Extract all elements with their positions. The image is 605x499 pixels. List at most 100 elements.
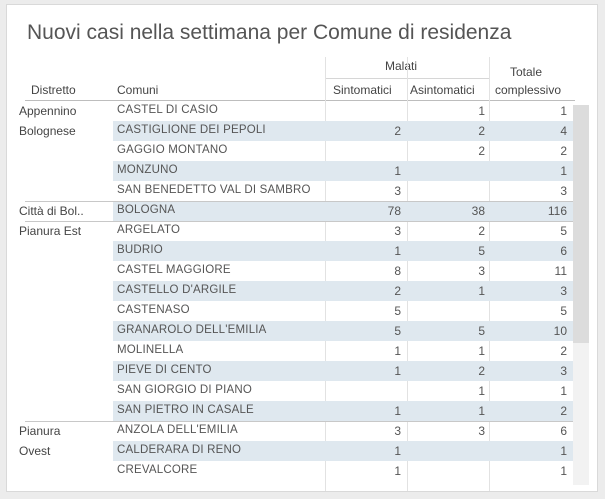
totale-cell: 3 bbox=[560, 364, 567, 378]
table-row[interactable]: CASTEL DI CASIO 1 1 bbox=[25, 101, 573, 121]
sintomatici-cell: 3 bbox=[394, 224, 401, 238]
row-shade bbox=[113, 321, 573, 341]
totale-cell: 1 bbox=[560, 104, 567, 118]
totale-cell: 10 bbox=[553, 324, 567, 338]
totale-cell: 1 bbox=[560, 444, 567, 458]
totale-cell: 2 bbox=[560, 404, 567, 418]
comune-cell: SAN BENEDETTO VAL DI SAMBRO bbox=[117, 184, 311, 196]
row-shade bbox=[113, 441, 573, 461]
asintomatici-cell: 5 bbox=[478, 244, 485, 258]
comune-cell: BOLOGNA bbox=[117, 204, 176, 216]
asintomatici-cell: 1 bbox=[478, 284, 485, 298]
sintomatici-cell: 2 bbox=[394, 124, 401, 138]
header-totale[interactable]: Totale bbox=[510, 65, 543, 79]
comune-cell: CASTEL MAGGIORE bbox=[117, 264, 231, 276]
asintomatici-cell: 2 bbox=[478, 144, 485, 158]
comune-cell: CASTELLO D'ARGILE bbox=[117, 284, 237, 296]
table-row[interactable]: SAN BENEDETTO VAL DI SAMBRO 3 3 bbox=[25, 181, 573, 201]
header-complessivo[interactable]: complessivo bbox=[495, 83, 562, 97]
district-label: Appennino bbox=[19, 104, 77, 118]
district-separator bbox=[25, 201, 573, 202]
header-malati: Malati bbox=[385, 59, 418, 73]
table-row[interactable]: SAN GIORGIO DI PIANO 1 1 bbox=[25, 381, 573, 401]
row-shade bbox=[113, 281, 573, 301]
table-row[interactable]: ARGELATO 3 2 5 bbox=[25, 221, 573, 241]
comune-cell: CASTENASO bbox=[117, 304, 190, 316]
table-row[interactable]: SAN PIETRO IN CASALE 1 1 2 bbox=[25, 401, 573, 421]
totale-cell: 3 bbox=[560, 184, 567, 198]
table-row[interactable]: MONZUNO 1 1 bbox=[25, 161, 573, 181]
table-row[interactable]: GRANAROLO DELL'EMILIA 5 5 10 bbox=[25, 321, 573, 341]
asintomatici-cell: 1 bbox=[478, 344, 485, 358]
sintomatici-cell: 1 bbox=[394, 404, 401, 418]
row-shade bbox=[113, 361, 573, 381]
sintomatici-cell: 8 bbox=[394, 264, 401, 278]
header-divider bbox=[25, 100, 575, 101]
district-label: Città di Bol.. bbox=[19, 204, 84, 218]
table-row[interactable]: CREVALCORE 1 1 bbox=[25, 461, 573, 481]
comune-cell: PIEVE DI CENTO bbox=[117, 364, 212, 376]
row-shade bbox=[113, 241, 573, 261]
totale-cell: 116 bbox=[547, 204, 567, 218]
header-comuni[interactable]: Comuni bbox=[117, 83, 159, 97]
table-row[interactable]: BOLOGNA 78 38 116 bbox=[25, 201, 573, 221]
district-separator bbox=[25, 421, 573, 422]
asintomatici-cell: 2 bbox=[478, 224, 485, 238]
header-asintomatici[interactable]: Asintomatici bbox=[410, 83, 475, 97]
table-row[interactable]: CASTELLO D'ARGILE 2 1 3 bbox=[25, 281, 573, 301]
page-title: Nuovi casi nella settimana per Comune di… bbox=[27, 21, 512, 44]
sintomatici-cell: 1 bbox=[394, 464, 401, 478]
table-row[interactable]: CASTEL MAGGIORE 8 3 11 bbox=[25, 261, 573, 281]
district-label: Pianura Est bbox=[19, 224, 82, 238]
table-card: Nuovi casi nella settimana per Comune di… bbox=[6, 4, 598, 492]
asintomatici-cell: 38 bbox=[471, 204, 485, 218]
sintomatici-cell: 1 bbox=[394, 444, 401, 458]
sintomatici-cell: 1 bbox=[394, 364, 401, 378]
totale-cell: 11 bbox=[554, 264, 567, 278]
row-shade bbox=[113, 201, 573, 221]
sintomatici-cell: 5 bbox=[394, 324, 401, 338]
sintomatici-cell: 1 bbox=[394, 164, 401, 178]
column-divider bbox=[489, 57, 490, 491]
header-sintomatici[interactable]: Sintomatici bbox=[333, 83, 392, 97]
comune-cell: CREVALCORE bbox=[117, 464, 198, 476]
column-divider bbox=[325, 57, 326, 491]
table-row[interactable]: CASTIGLIONE DEI PEPOLI 2 2 4 bbox=[25, 121, 573, 141]
scrollbar-thumb[interactable] bbox=[573, 105, 589, 343]
table-row[interactable]: CASTENASO 5 5 bbox=[25, 301, 573, 321]
asintomatici-cell: 1 bbox=[478, 384, 485, 398]
totale-cell: 4 bbox=[560, 124, 567, 138]
comune-cell: GRANAROLO DELL'EMILIA bbox=[117, 324, 267, 336]
vertical-scrollbar[interactable] bbox=[573, 105, 589, 485]
comune-cell: MONZUNO bbox=[117, 164, 178, 176]
totale-cell: 1 bbox=[560, 164, 567, 178]
sintomatici-cell: 78 bbox=[387, 204, 401, 218]
table-row[interactable]: BUDRIO 1 5 6 bbox=[25, 241, 573, 261]
comune-cell: CALDERARA DI RENO bbox=[117, 444, 242, 456]
row-shade bbox=[113, 161, 573, 181]
asintomatici-cell: 1 bbox=[478, 104, 485, 118]
asintomatici-cell: 2 bbox=[478, 364, 485, 378]
asintomatici-cell: 5 bbox=[478, 324, 485, 338]
asintomatici-cell: 2 bbox=[478, 124, 485, 138]
comune-cell: SAN PIETRO IN CASALE bbox=[117, 404, 254, 416]
table-row[interactable]: PIEVE DI CENTO 1 2 3 bbox=[25, 361, 573, 381]
district-label: Ovest bbox=[19, 444, 51, 458]
comune-cell: CASTEL DI CASIO bbox=[117, 104, 218, 116]
comune-cell: CASTIGLIONE DEI PEPOLI bbox=[117, 124, 266, 136]
table-row[interactable]: ANZOLA DELL'EMILIA 3 3 6 bbox=[25, 421, 573, 441]
district-label: Pianura bbox=[19, 424, 61, 438]
table-row[interactable]: MOLINELLA 1 1 2 bbox=[25, 341, 573, 361]
sintomatici-cell: 2 bbox=[394, 284, 401, 298]
table-row[interactable]: CALDERARA DI RENO 1 1 bbox=[25, 441, 573, 461]
asintomatici-cell: 3 bbox=[478, 424, 485, 438]
sintomatici-cell: 3 bbox=[394, 184, 401, 198]
totale-cell: 2 bbox=[560, 144, 567, 158]
table-row[interactable]: GAGGIO MONTANO 2 2 bbox=[25, 141, 573, 161]
header-distretto[interactable]: Distretto bbox=[31, 83, 76, 97]
district-label: Bolognese bbox=[19, 124, 76, 138]
comune-cell: ANZOLA DELL'EMILIA bbox=[117, 424, 238, 436]
column-divider bbox=[407, 57, 408, 491]
comune-cell: SAN GIORGIO DI PIANO bbox=[117, 384, 252, 396]
totale-cell: 1 bbox=[560, 464, 567, 478]
